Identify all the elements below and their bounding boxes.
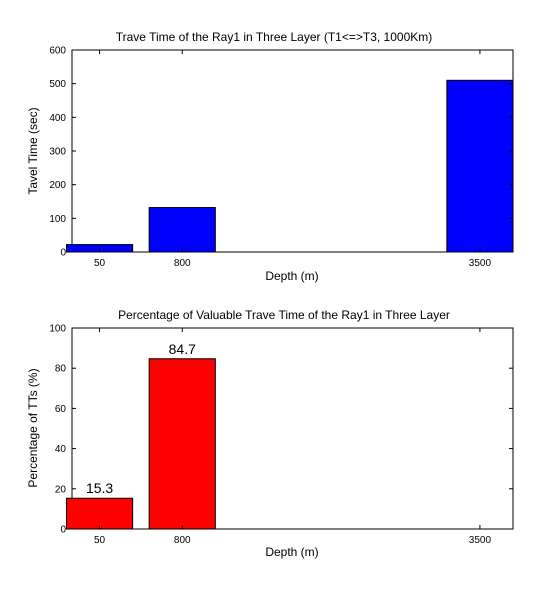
bar [446, 79, 514, 253]
x-tick-label: 800 [174, 535, 191, 546]
data-label: 84.7 [169, 341, 196, 357]
percentage-chart: Percentage of Valuable Trave Time of the… [26, 308, 514, 559]
y-axis: 0 100 200 300 400 500 600 [49, 46, 513, 259]
chart-title: Trave Time of the Ray1 in Three Layer (T… [116, 30, 432, 44]
y-tick-label: 0 [60, 248, 66, 259]
x-axis: 50 800 3500 [94, 328, 491, 546]
plot-area [71, 327, 514, 530]
x-tick-label: 50 [94, 258, 106, 269]
x-tick-label: 50 [94, 535, 106, 546]
y-tick-label: 60 [55, 404, 67, 415]
y-tick-label: 20 [55, 484, 67, 495]
x-axis: 50 800 3500 [94, 50, 491, 269]
x-axis-label: Depth (m) [265, 269, 318, 283]
bar [148, 207, 216, 253]
x-tick-label: 800 [174, 258, 191, 269]
y-tick-label: 40 [55, 444, 67, 455]
bar [65, 497, 134, 530]
y-tick-label: 400 [49, 113, 66, 124]
x-tick-label: 3500 [469, 258, 492, 269]
y-tick-label: 0 [60, 525, 66, 536]
travel-time-chart: Trave Time of the Ray1 in Three Layer (T… [26, 30, 514, 283]
plot-area [71, 49, 514, 253]
data-label: 15.3 [86, 480, 113, 496]
bars [65, 358, 216, 530]
y-axis-label: Tavel Time (sec) [26, 107, 40, 194]
bar [148, 358, 216, 530]
y-tick-label: 600 [49, 46, 66, 57]
data-labels: 15.3 84.7 [86, 341, 196, 496]
y-tick-label: 500 [49, 79, 66, 90]
x-tick-label: 3500 [469, 535, 492, 546]
y-axis: 0 20 40 60 80 100 [49, 324, 513, 536]
y-tick-label: 300 [49, 147, 66, 158]
y-tick-label: 100 [49, 214, 66, 225]
x-axis-label: Depth (m) [265, 545, 318, 559]
y-axis-label: Percentage of TTs (%) [26, 368, 40, 487]
y-tick-label: 100 [49, 324, 66, 335]
chart-title: Percentage of Valuable Trave Time of the… [118, 308, 450, 322]
y-tick-label: 200 [49, 180, 66, 191]
y-tick-label: 80 [55, 364, 67, 375]
